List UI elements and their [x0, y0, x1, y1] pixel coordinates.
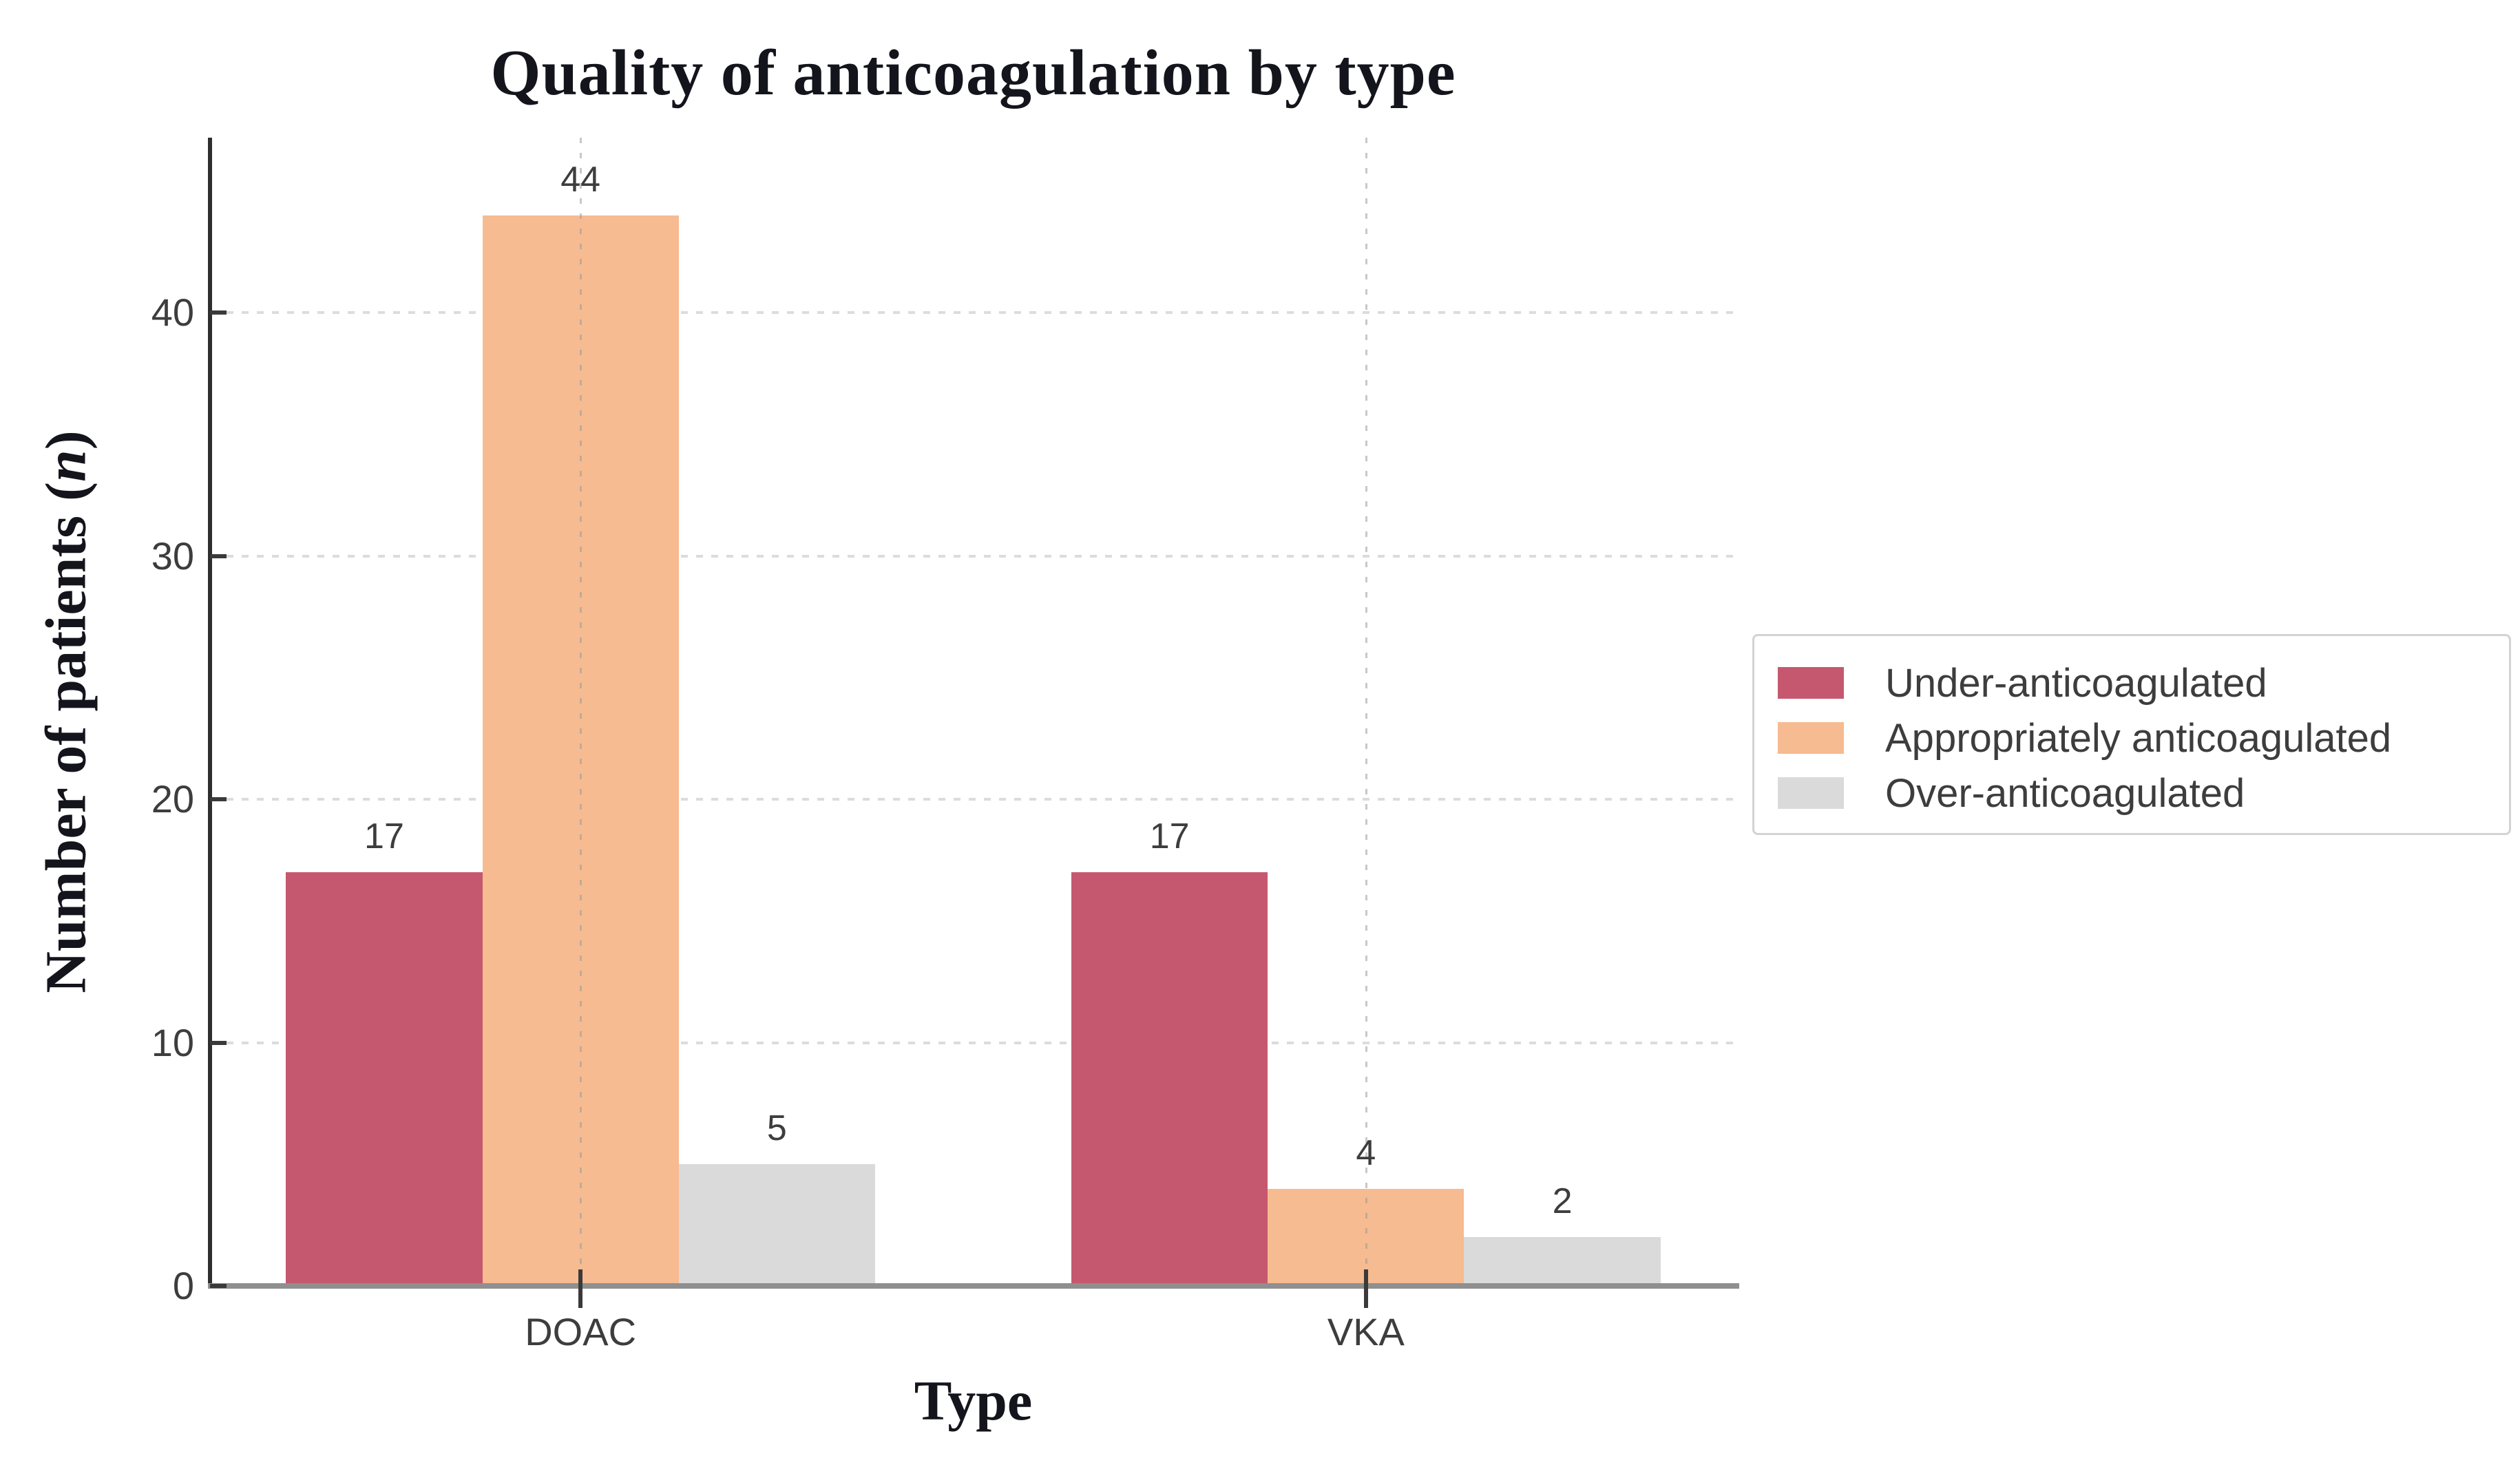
x-axis-spine	[208, 1283, 1739, 1289]
gridline-horizontal	[211, 311, 1735, 315]
legend-item: Under-anticoagulated	[1778, 655, 2509, 710]
y-axis-label-variable: n	[34, 450, 98, 482]
legend-item: Appropriately anticoagulated	[1778, 710, 2509, 766]
y-tick-label: 30	[151, 534, 194, 578]
y-axis-label-text: Number of patients (	[34, 481, 98, 993]
gridline-horizontal	[211, 1041, 1735, 1044]
bar-vka-2	[1464, 1237, 1661, 1286]
bar-vka-0	[1071, 872, 1268, 1286]
y-tick-label: 0	[172, 1264, 194, 1307]
y-axis-spine	[208, 138, 212, 1289]
bar-value-label: 4	[1356, 1132, 1376, 1173]
x-axis-label: Type	[914, 1369, 1033, 1432]
bar-value-label: 17	[1149, 816, 1190, 857]
bar-value-label: 44	[560, 160, 601, 200]
x-tick-mark	[578, 1269, 583, 1308]
gridline-vertical	[580, 138, 582, 1286]
y-tick-mark	[210, 553, 227, 558]
bar-value-label: 2	[1552, 1181, 1573, 1222]
legend: Under-anticoagulated Appropriately antic…	[1752, 634, 2511, 835]
x-tick-mark	[1363, 1269, 1368, 1308]
y-tick-mark	[210, 1284, 227, 1288]
legend-swatch-appropriate	[1778, 722, 1844, 754]
legend-swatch-under	[1778, 667, 1844, 699]
y-tick-label: 40	[151, 291, 194, 335]
bar-doac-0	[286, 872, 483, 1286]
gridline-horizontal	[211, 798, 1735, 801]
y-tick-mark	[210, 310, 227, 315]
chart-title: Quality of anticoagulation by type	[490, 37, 1456, 109]
x-tick-label: VKA	[1327, 1310, 1405, 1353]
bar-value-label: 5	[766, 1108, 787, 1149]
legend-label: Over-anticoagulated	[1885, 770, 2245, 816]
bar-value-label: 17	[364, 816, 404, 857]
legend-item: Over-anticoagulated	[1778, 766, 2509, 821]
y-tick-mark	[210, 797, 227, 802]
legend-label: Appropriately anticoagulated	[1885, 715, 2392, 761]
legend-label: Under-anticoagulated	[1885, 660, 2267, 706]
y-tick-label: 10	[151, 1020, 194, 1064]
y-tick-label: 20	[151, 777, 194, 821]
y-axis-label: Number of patients (n)	[33, 430, 100, 993]
gridline-horizontal	[211, 554, 1735, 558]
bar-doac-2	[678, 1164, 875, 1286]
x-tick-label: DOAC	[525, 1310, 637, 1353]
y-tick-mark	[210, 1040, 227, 1045]
gridline-vertical	[1365, 138, 1367, 1286]
y-axis-label-suffix: )	[34, 430, 98, 450]
legend-swatch-over	[1778, 777, 1844, 809]
